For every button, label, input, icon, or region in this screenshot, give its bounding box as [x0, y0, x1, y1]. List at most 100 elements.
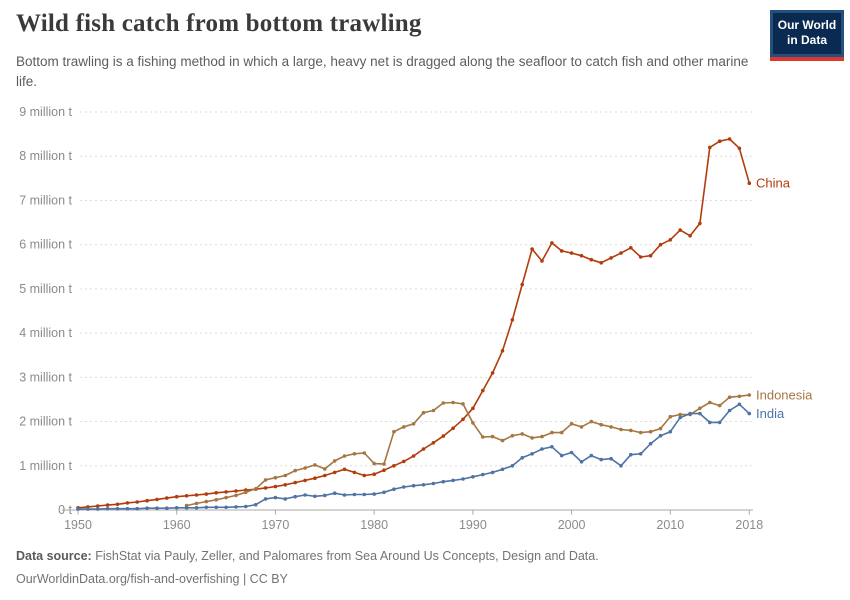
- series-label-indonesia[interactable]: Indonesia: [756, 388, 813, 403]
- series-point-india: [76, 507, 80, 511]
- series-point-indonesia: [402, 425, 406, 429]
- series-point-china: [105, 503, 110, 507]
- series-point-china: [323, 473, 327, 478]
- series-point-indonesia: [194, 501, 199, 506]
- series-point-indonesia: [214, 498, 218, 502]
- series-point-india: [471, 475, 475, 479]
- series-point-india: [362, 492, 367, 497]
- y-tick-label: 5 million t: [19, 282, 72, 296]
- series-point-india: [461, 477, 465, 481]
- series-point-indonesia: [313, 463, 317, 467]
- series-point-india: [253, 502, 258, 507]
- series-point-indonesia: [727, 395, 732, 400]
- y-tick-label: 7 million t: [19, 193, 72, 207]
- series-point-india: [105, 506, 110, 511]
- series-point-indonesia: [510, 433, 515, 438]
- data-source-text: FishStat via Pauly, Zeller, and Palomare…: [91, 549, 599, 563]
- series-point-china: [145, 498, 149, 503]
- series-point-china: [589, 257, 594, 262]
- x-tick-label: 2000: [558, 518, 586, 532]
- series-point-indonesia: [461, 402, 465, 406]
- series-label-india[interactable]: India: [756, 406, 785, 421]
- series-point-china: [461, 417, 465, 422]
- series-point-china: [165, 496, 169, 500]
- series-point-indonesia: [490, 434, 495, 439]
- series-line-indonesia[interactable]: [185, 394, 751, 507]
- series-point-indonesia: [332, 459, 337, 463]
- y-tick-label: 3 million t: [19, 370, 72, 384]
- series-point-india: [421, 483, 426, 487]
- series-point-india: [658, 433, 663, 438]
- series-label-china[interactable]: China: [756, 176, 791, 191]
- series-point-china: [708, 145, 712, 150]
- y-tick-label: 1 million t: [19, 459, 72, 473]
- series-point-china: [530, 247, 534, 251]
- series-point-china: [698, 221, 702, 226]
- series-point-india: [737, 402, 742, 407]
- series-point-china: [540, 259, 544, 263]
- series-point-india: [194, 506, 199, 510]
- x-tick-label: 2010: [656, 518, 684, 532]
- series-point-china: [115, 502, 120, 507]
- series-point-indonesia: [559, 430, 564, 435]
- series-point-china: [293, 480, 298, 485]
- series-point-indonesia: [204, 499, 209, 504]
- series-point-india: [550, 445, 554, 449]
- series-point-india: [115, 506, 120, 511]
- series-point-india: [599, 457, 603, 462]
- series-point-indonesia: [658, 426, 663, 431]
- series-point-china: [717, 139, 722, 143]
- series-point-china: [747, 181, 752, 185]
- owid-logo-line2: in Data: [786, 33, 827, 48]
- series-point-india: [293, 494, 298, 499]
- series-point-indonesia: [599, 422, 603, 427]
- series-point-india: [155, 506, 159, 511]
- series-point-india: [165, 506, 169, 511]
- series-point-india: [174, 506, 179, 510]
- series-point-china: [224, 490, 228, 494]
- series-point-india: [244, 504, 248, 509]
- series-line-china[interactable]: [77, 138, 751, 509]
- series-point-india: [352, 492, 357, 497]
- series-point-india: [382, 490, 386, 495]
- series-point-china: [579, 253, 584, 258]
- series-point-indonesia: [234, 493, 238, 498]
- series-point-china: [125, 501, 130, 505]
- series-point-indonesia: [609, 425, 613, 429]
- series-point-india: [559, 453, 564, 458]
- series-point-indonesia: [540, 434, 544, 439]
- series-point-india: [431, 481, 436, 486]
- x-tick-label: 1990: [459, 518, 487, 532]
- series-point-china: [668, 238, 673, 242]
- series-point-china: [303, 478, 307, 483]
- series-point-china: [234, 489, 238, 493]
- x-tick-label: 1970: [262, 518, 290, 532]
- owid-logo-red-bar: [770, 56, 844, 61]
- y-tick-label: 8 million t: [19, 149, 72, 163]
- series-point-indonesia: [698, 406, 702, 411]
- series-point-india: [283, 497, 288, 501]
- series-point-indonesia: [224, 495, 228, 500]
- series-point-indonesia: [411, 422, 416, 426]
- series-point-indonesia: [362, 451, 367, 455]
- series-point-china: [737, 146, 742, 151]
- series-point-indonesia: [283, 473, 288, 478]
- series-point-india: [441, 479, 446, 484]
- series-point-indonesia: [638, 430, 643, 435]
- series-point-china: [263, 486, 268, 490]
- series-point-indonesia: [431, 408, 436, 413]
- series-point-india: [648, 441, 653, 446]
- series-point-india: [589, 453, 594, 458]
- series-point-china: [402, 459, 406, 464]
- series-point-india: [313, 494, 317, 499]
- series-point-india: [609, 456, 613, 461]
- series-point-indonesia: [441, 401, 446, 405]
- owid-logo[interactable]: Our World in Data: [770, 10, 844, 61]
- series-point-indonesia: [263, 478, 268, 482]
- series-point-china: [273, 484, 278, 489]
- data-source-label: Data source:: [16, 549, 92, 563]
- series-point-china: [352, 470, 357, 475]
- footer-link-line[interactable]: OurWorldinData.org/fish-and-overfishing …: [16, 571, 288, 586]
- series-point-india: [135, 506, 139, 511]
